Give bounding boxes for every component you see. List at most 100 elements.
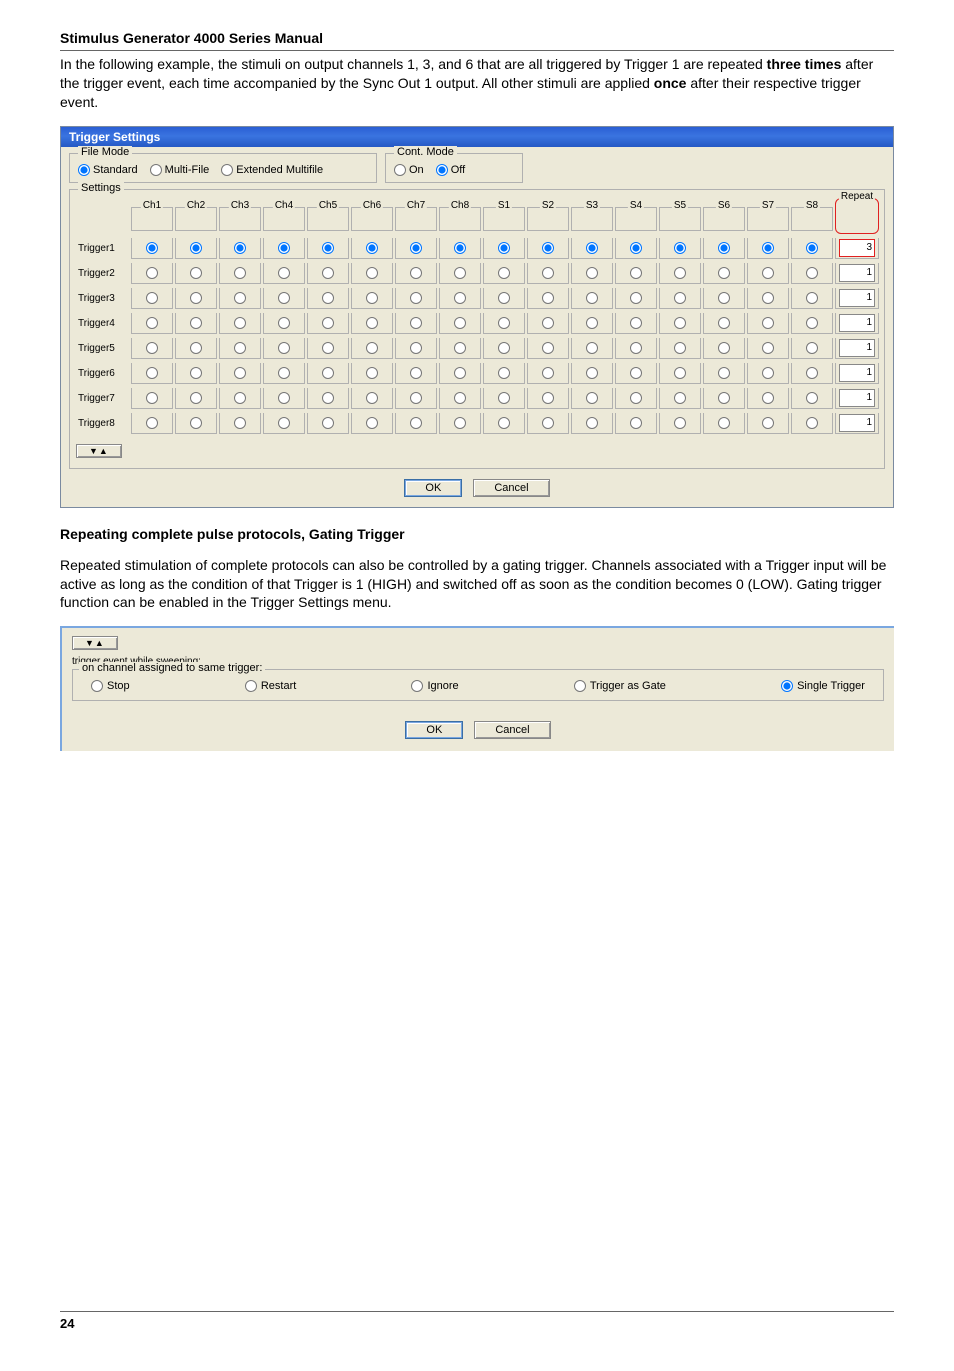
trigger-channel-radio[interactable] <box>190 292 202 304</box>
trigger-channel-radio[interactable] <box>806 342 818 354</box>
cancel-button-2[interactable]: Cancel <box>474 721 550 739</box>
trigger-channel-radio[interactable] <box>322 242 334 254</box>
trigger-channel-radio[interactable] <box>146 292 158 304</box>
trigger-channel-radio[interactable] <box>630 292 642 304</box>
trigger-channel-radio[interactable] <box>410 342 422 354</box>
trigger-channel-radio[interactable] <box>146 267 158 279</box>
trigger-channel-radio[interactable] <box>718 392 730 404</box>
trigger-channel-radio[interactable] <box>322 292 334 304</box>
trigger-channel-radio[interactable] <box>718 292 730 304</box>
trigger-channel-radio[interactable] <box>410 267 422 279</box>
trigger-channel-radio[interactable] <box>146 367 158 379</box>
trigger-channel-radio[interactable] <box>586 367 598 379</box>
trigger-channel-radio[interactable] <box>278 317 290 329</box>
trigger-channel-radio[interactable] <box>366 367 378 379</box>
repeat-input[interactable] <box>839 239 875 257</box>
trigger-channel-radio[interactable] <box>762 317 774 329</box>
sweep-option-radio[interactable] <box>411 680 423 692</box>
trigger-channel-radio[interactable] <box>146 317 158 329</box>
sweep-option[interactable]: Ignore <box>411 680 458 692</box>
trigger-channel-radio[interactable] <box>630 267 642 279</box>
trigger-channel-radio[interactable] <box>454 267 466 279</box>
trigger-channel-radio[interactable] <box>498 317 510 329</box>
trigger-channel-radio[interactable] <box>498 342 510 354</box>
sweep-option-radio[interactable] <box>91 680 103 692</box>
trigger-channel-radio[interactable] <box>234 417 246 429</box>
trigger-channel-radio[interactable] <box>586 267 598 279</box>
trigger-channel-radio[interactable] <box>718 317 730 329</box>
cont-mode-radio[interactable] <box>436 164 448 176</box>
trigger-channel-radio[interactable] <box>498 267 510 279</box>
trigger-channel-radio[interactable] <box>542 292 554 304</box>
trigger-channel-radio[interactable] <box>366 342 378 354</box>
trigger-channel-radio[interactable] <box>190 267 202 279</box>
trigger-channel-radio[interactable] <box>586 342 598 354</box>
trigger-channel-radio[interactable] <box>718 342 730 354</box>
trigger-channel-radio[interactable] <box>586 292 598 304</box>
trigger-channel-radio[interactable] <box>806 317 818 329</box>
trigger-channel-radio[interactable] <box>234 317 246 329</box>
trigger-channel-radio[interactable] <box>542 392 554 404</box>
trigger-channel-radio[interactable] <box>762 267 774 279</box>
trigger-channel-radio[interactable] <box>366 417 378 429</box>
trigger-channel-radio[interactable] <box>278 392 290 404</box>
trigger-channel-radio[interactable] <box>630 392 642 404</box>
trigger-channel-radio[interactable] <box>366 242 378 254</box>
trigger-channel-radio[interactable] <box>278 417 290 429</box>
trigger-channel-radio[interactable] <box>586 392 598 404</box>
trigger-channel-radio[interactable] <box>322 267 334 279</box>
repeat-input[interactable] <box>839 339 875 357</box>
sweep-option[interactable]: Single Trigger <box>781 680 865 692</box>
trigger-channel-radio[interactable] <box>454 242 466 254</box>
trigger-channel-radio[interactable] <box>806 242 818 254</box>
trigger-channel-radio[interactable] <box>146 392 158 404</box>
trigger-channel-radio[interactable] <box>630 317 642 329</box>
trigger-channel-radio[interactable] <box>806 267 818 279</box>
cont-mode-option[interactable]: Off <box>436 164 465 176</box>
trigger-channel-radio[interactable] <box>454 292 466 304</box>
trigger-channel-radio[interactable] <box>190 242 202 254</box>
repeat-input[interactable] <box>839 314 875 332</box>
trigger-channel-radio[interactable] <box>410 317 422 329</box>
sweep-option-radio[interactable] <box>781 680 793 692</box>
trigger-channel-radio[interactable] <box>234 242 246 254</box>
ok-button[interactable]: OK <box>404 479 462 497</box>
trigger-channel-radio[interactable] <box>146 342 158 354</box>
trigger-channel-radio[interactable] <box>366 317 378 329</box>
trigger-channel-radio[interactable] <box>498 242 510 254</box>
repeat-input[interactable] <box>839 414 875 432</box>
sweep-option[interactable]: Restart <box>245 680 296 692</box>
trigger-channel-radio[interactable] <box>674 367 686 379</box>
trigger-channel-radio[interactable] <box>762 342 774 354</box>
trigger-channel-radio[interactable] <box>410 392 422 404</box>
trigger-channel-radio[interactable] <box>542 342 554 354</box>
trigger-channel-radio[interactable] <box>454 392 466 404</box>
file-mode-radio[interactable] <box>78 164 90 176</box>
file-mode-option[interactable]: Standard <box>78 164 138 176</box>
trigger-channel-radio[interactable] <box>586 317 598 329</box>
trigger-channel-radio[interactable] <box>454 317 466 329</box>
repeat-input[interactable] <box>839 389 875 407</box>
trigger-channel-radio[interactable] <box>718 417 730 429</box>
trigger-channel-radio[interactable] <box>322 342 334 354</box>
trigger-channel-radio[interactable] <box>234 392 246 404</box>
cont-mode-option[interactable]: On <box>394 164 424 176</box>
collapse-button[interactable]: ▼▲ <box>76 444 122 458</box>
trigger-channel-radio[interactable] <box>806 392 818 404</box>
sweep-option[interactable]: Trigger as Gate <box>574 680 666 692</box>
trigger-channel-radio[interactable] <box>542 317 554 329</box>
trigger-channel-radio[interactable] <box>190 392 202 404</box>
trigger-channel-radio[interactable] <box>322 367 334 379</box>
trigger-channel-radio[interactable] <box>586 417 598 429</box>
trigger-channel-radio[interactable] <box>366 292 378 304</box>
trigger-channel-radio[interactable] <box>630 367 642 379</box>
trigger-channel-radio[interactable] <box>190 342 202 354</box>
trigger-channel-radio[interactable] <box>718 242 730 254</box>
trigger-channel-radio[interactable] <box>806 417 818 429</box>
trigger-channel-radio[interactable] <box>630 242 642 254</box>
trigger-channel-radio[interactable] <box>542 417 554 429</box>
repeat-input[interactable] <box>839 364 875 382</box>
trigger-channel-radio[interactable] <box>674 242 686 254</box>
collapse-button-2[interactable]: ▼▲ <box>72 636 118 650</box>
trigger-channel-radio[interactable] <box>190 317 202 329</box>
